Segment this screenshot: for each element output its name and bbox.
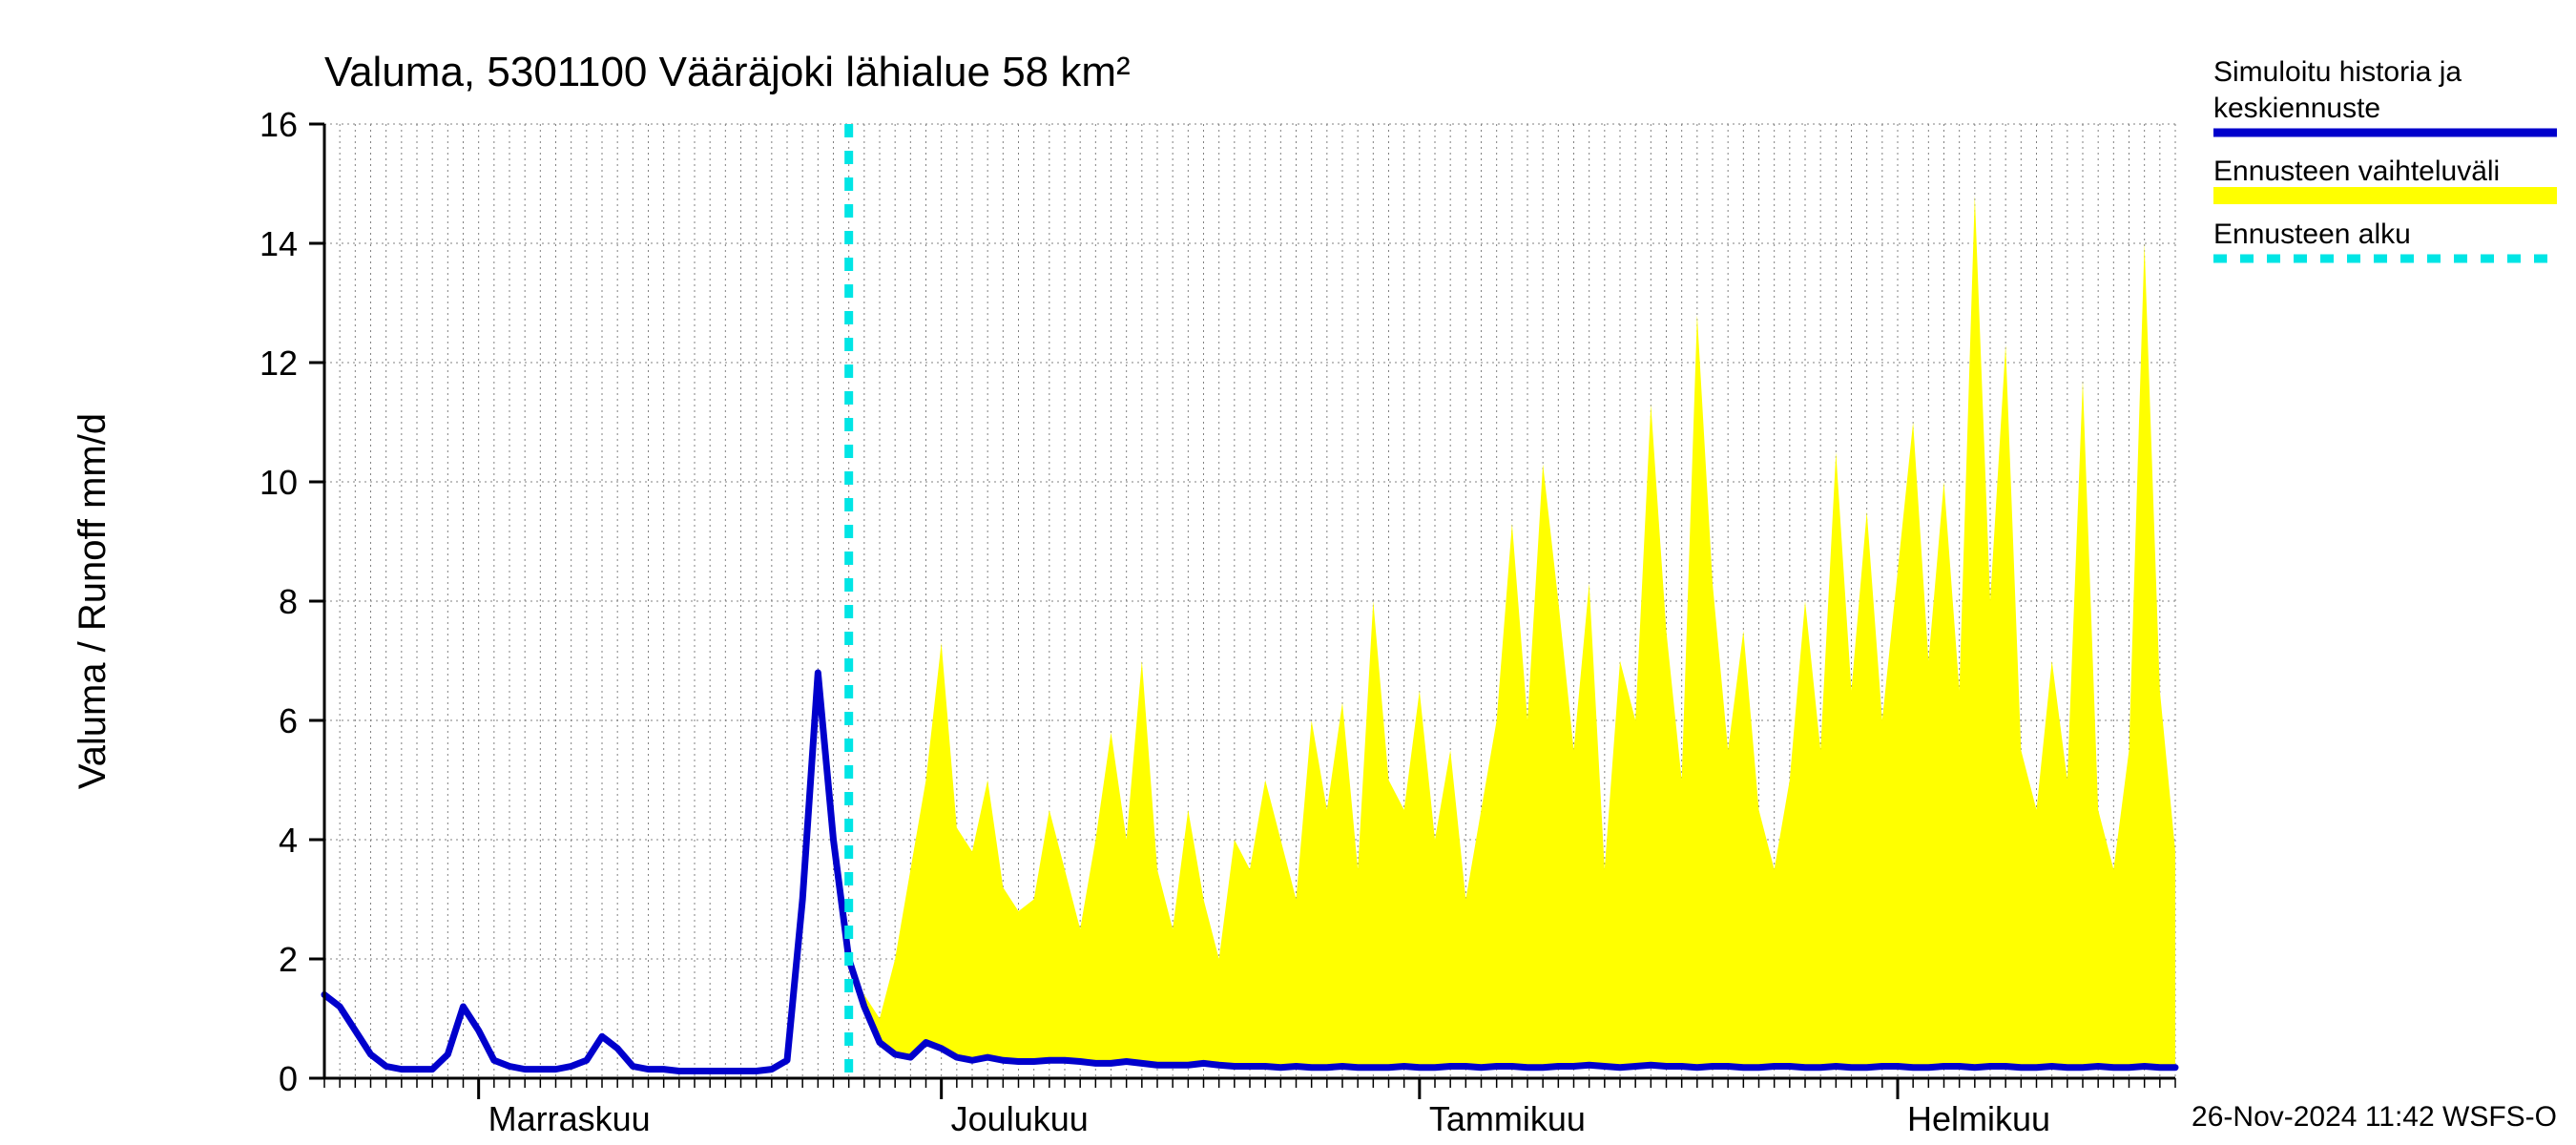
ytick-label: 4 — [279, 821, 298, 860]
xtick-label-top: Marraskuu — [488, 1099, 651, 1138]
chart-svg: 0246810121416Marraskuu2024JoulukuuDecemb… — [0, 0, 2576, 1145]
xtick-label-top: Helmikuu — [1907, 1099, 2050, 1138]
legend-swatch-fill — [2213, 187, 2557, 204]
chart-title: Valuma, 5301100 Vääräjoki lähialue 58 km… — [324, 49, 1131, 95]
ytick-label: 6 — [279, 701, 298, 740]
legend-label: Simuloitu historia ja — [2213, 56, 2462, 88]
ytick-label: 14 — [260, 224, 298, 263]
legend-label: Ennusteen alku — [2213, 219, 2411, 250]
ytick-label: 12 — [260, 344, 298, 383]
legend-label: keskiennuste — [2213, 93, 2380, 124]
xtick-label-top: Joulukuu — [951, 1099, 1089, 1138]
xtick-label-top: Tammikuu — [1429, 1099, 1586, 1138]
runoff-chart: 0246810121416Marraskuu2024JoulukuuDecemb… — [0, 0, 2576, 1145]
ytick-label: 2 — [279, 940, 298, 979]
y-axis-title: Valuma / Runoff mm/d — [72, 413, 114, 789]
ytick-label: 10 — [260, 463, 298, 502]
ytick-label: 8 — [279, 582, 298, 621]
legend-label: Ennusteen vaihteluväli — [2213, 156, 2500, 187]
ytick-label: 16 — [260, 105, 298, 144]
chart-footer: 26-Nov-2024 11:42 WSFS-O — [2192, 1101, 2557, 1133]
ytick-label: 0 — [279, 1059, 298, 1098]
